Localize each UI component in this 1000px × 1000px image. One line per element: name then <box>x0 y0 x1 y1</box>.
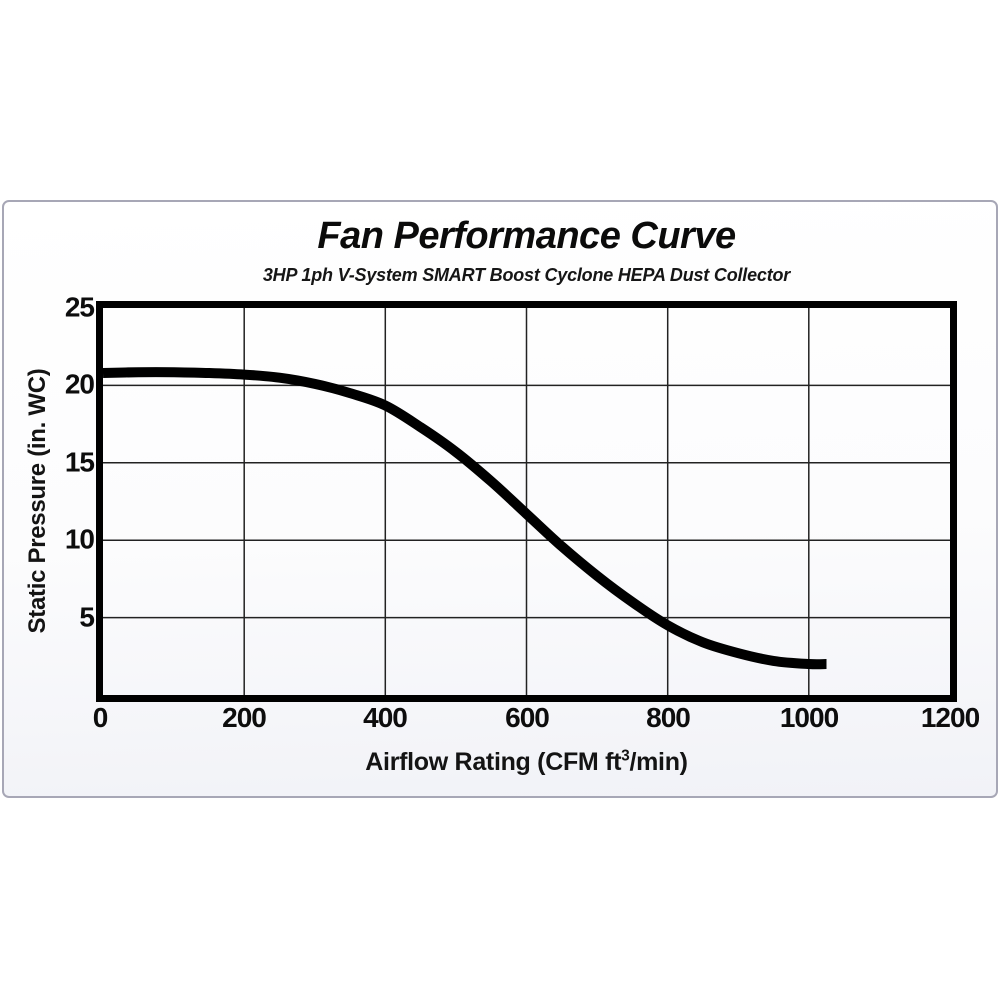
chart-title: Fan Performance Curve <box>317 215 736 257</box>
x-tick-0: 0 <box>92 702 109 733</box>
x-tick-800: 800 <box>646 702 691 733</box>
x-axis-title: Airflow Rating (CFM ft3/min) <box>103 748 950 777</box>
y-tick-5: 5 <box>79 601 95 633</box>
y-axis-title: Static Pressure (in. WC) <box>24 368 51 634</box>
y-tick-10: 10 <box>64 523 95 555</box>
chart-header: Fan Performance Curve 3HP 1ph V-System S… <box>103 215 950 286</box>
fan-curve <box>102 367 827 670</box>
x-tick-1000: 1000 <box>779 702 839 733</box>
x-tick-200: 200 <box>222 702 267 733</box>
x-axis-title-text: Airflow Rating (CFM ft <box>365 748 622 776</box>
x-axis-title-superscript: 3 <box>621 747 630 765</box>
plot-gridlines <box>103 308 950 695</box>
x-tick-1200: 1200 <box>920 702 980 733</box>
plot-frame <box>96 301 957 702</box>
y-tick-20: 20 <box>64 368 95 400</box>
y-tick-25: 25 <box>64 291 95 323</box>
fan-performance-plot <box>96 301 957 702</box>
chart-subtitle: 3HP 1ph V-System SMART Boost Cyclone HEP… <box>262 264 791 285</box>
x-tick-600: 600 <box>505 702 550 733</box>
x-axis-title-unit: /min) <box>629 748 688 776</box>
y-tick-15: 15 <box>64 446 95 478</box>
x-tick-400: 400 <box>363 702 408 733</box>
